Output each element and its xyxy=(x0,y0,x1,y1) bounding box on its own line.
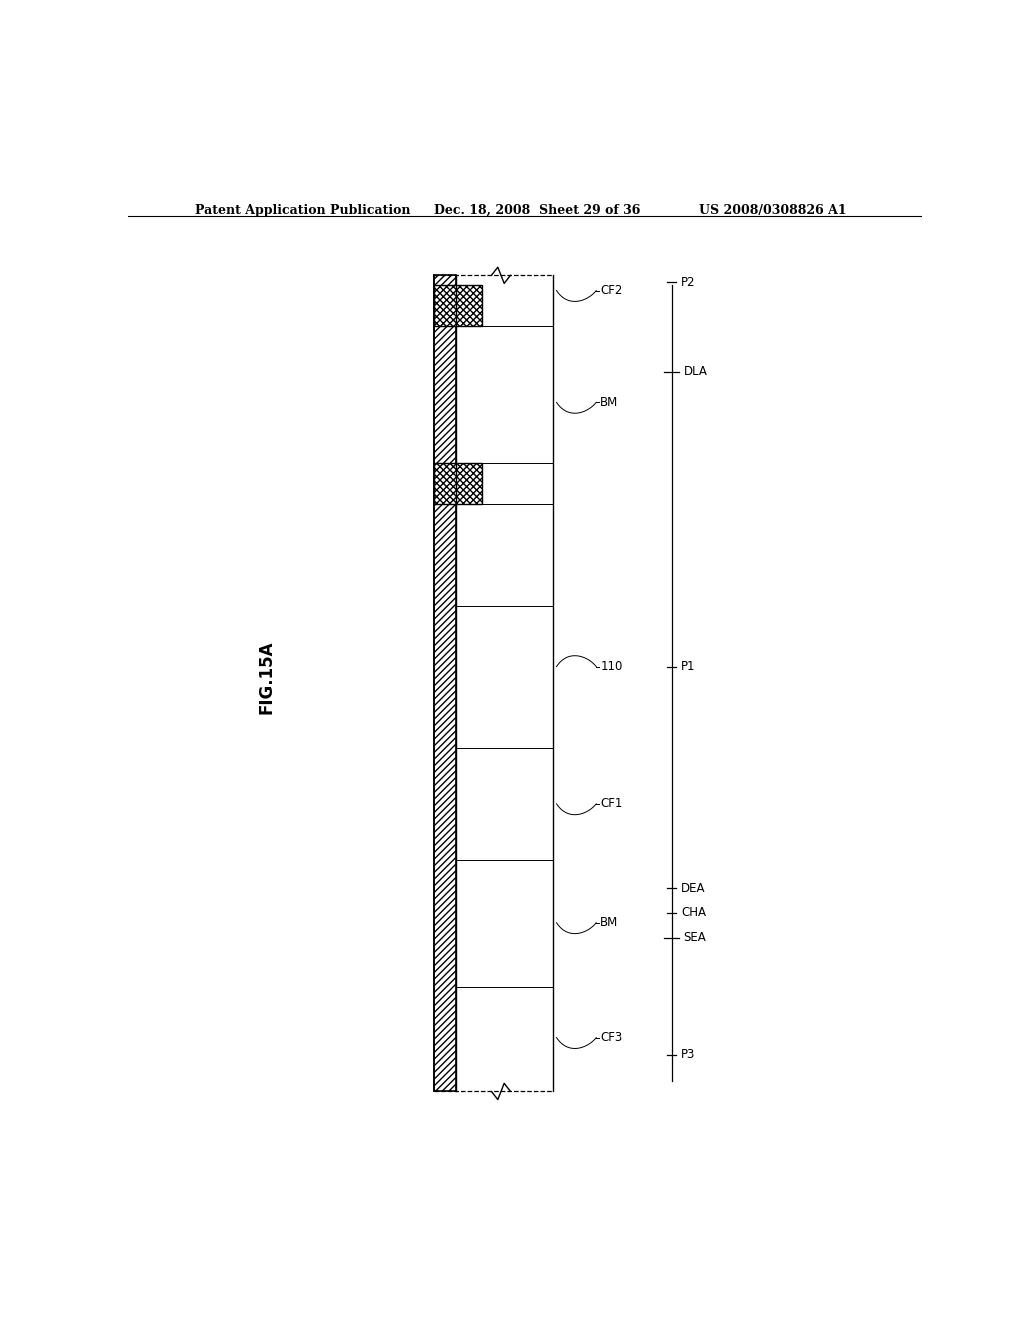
Text: CF1: CF1 xyxy=(600,797,623,810)
Text: US 2008/0308826 A1: US 2008/0308826 A1 xyxy=(699,205,847,216)
Text: CF3: CF3 xyxy=(600,1031,623,1044)
Text: Dec. 18, 2008  Sheet 29 of 36: Dec. 18, 2008 Sheet 29 of 36 xyxy=(433,205,640,216)
Text: CHA: CHA xyxy=(681,906,707,919)
Bar xyxy=(433,276,456,1092)
Text: CF2: CF2 xyxy=(600,284,623,297)
Text: Patent Application Publication: Patent Application Publication xyxy=(196,205,411,216)
Text: DEA: DEA xyxy=(681,882,706,895)
Text: P3: P3 xyxy=(681,1048,695,1061)
Text: SEA: SEA xyxy=(684,932,707,945)
Text: BM: BM xyxy=(600,916,618,929)
Text: DLA: DLA xyxy=(684,366,708,379)
Text: FIG.15A: FIG.15A xyxy=(258,640,275,714)
Bar xyxy=(433,285,482,326)
Bar xyxy=(433,463,482,504)
Text: BM: BM xyxy=(600,396,618,409)
Text: P1: P1 xyxy=(681,660,695,673)
Text: P2: P2 xyxy=(681,276,695,289)
Text: 110: 110 xyxy=(600,660,623,673)
